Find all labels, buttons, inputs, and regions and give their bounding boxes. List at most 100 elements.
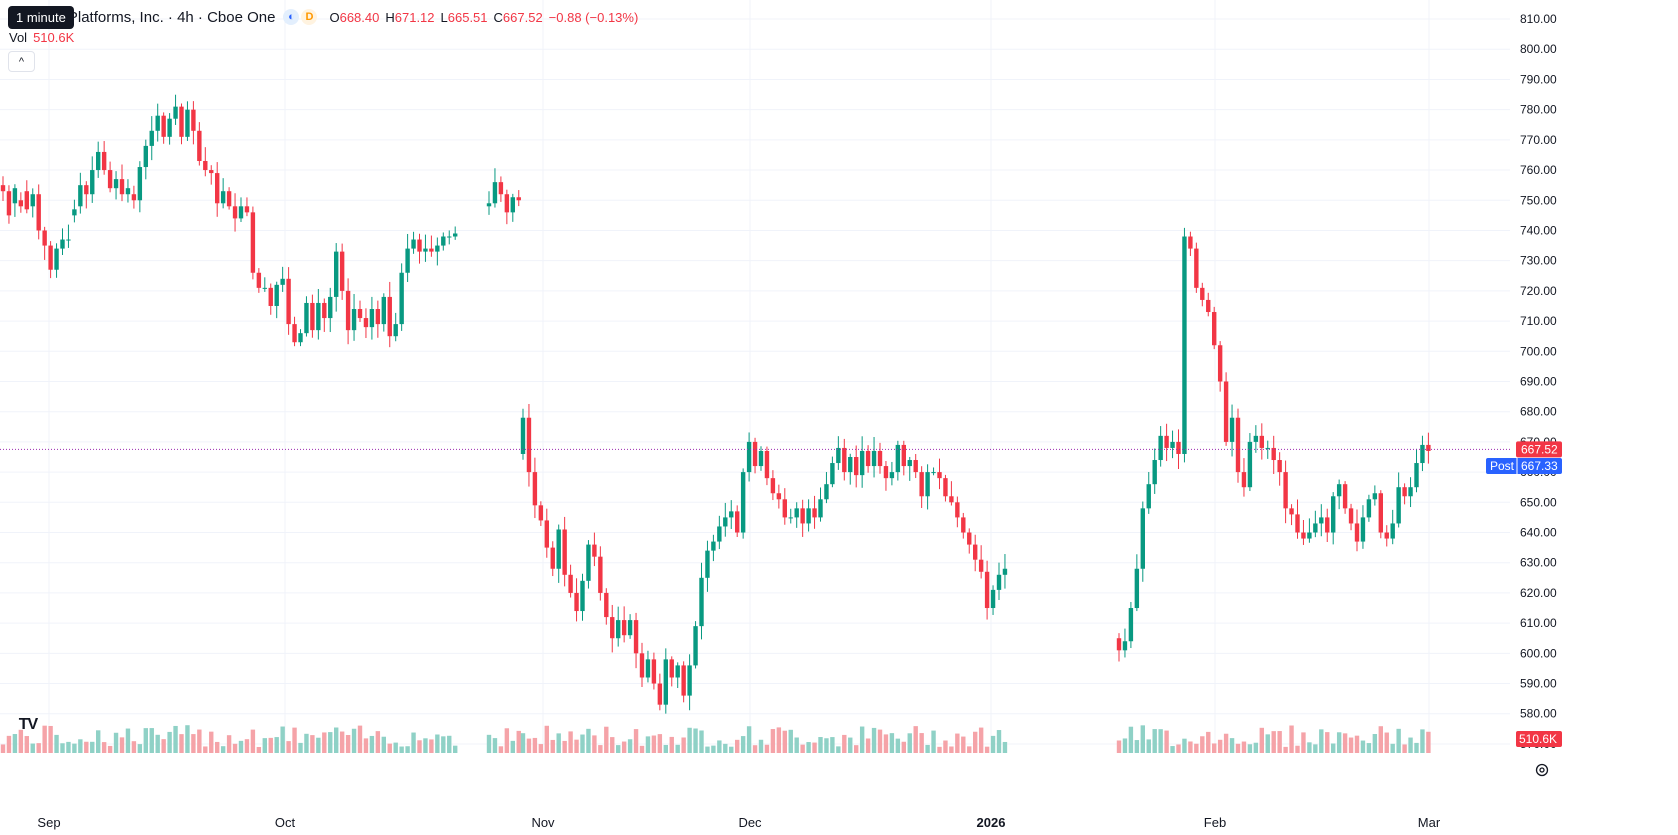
candle-body [788, 517, 793, 519]
settings-gear-icon[interactable] [1532, 760, 1552, 780]
volume-bar [1176, 744, 1181, 753]
volume-bar [717, 740, 722, 753]
volume-bar [131, 741, 137, 753]
candle-body [1152, 460, 1157, 485]
candle-body [113, 179, 119, 189]
volume-bar [1348, 737, 1354, 753]
moon-sun-icon[interactable]: ◐ [283, 9, 300, 25]
volume-bar [657, 734, 663, 753]
candle-body [498, 182, 504, 195]
price-tick-label: 580.00 [1520, 707, 1557, 721]
price-tick-label: 770.00 [1520, 133, 1557, 147]
candle-body [984, 571, 990, 609]
volume-bar [812, 742, 817, 753]
candle-body [836, 447, 841, 464]
time-tick-label: Nov [531, 815, 555, 830]
volume-bar [711, 745, 716, 753]
volume-bar [179, 734, 184, 753]
candle-body [310, 302, 315, 331]
candle-body [90, 170, 95, 195]
candle-body [6, 191, 12, 216]
price-tick-label: 760.00 [1520, 163, 1557, 177]
volume-bar [369, 735, 375, 753]
volume-bar [399, 746, 404, 753]
candle-body [429, 248, 434, 252]
volume-bar [1170, 746, 1175, 753]
volume-bar [687, 727, 692, 753]
candle-body [961, 517, 966, 533]
candle-body [66, 239, 71, 241]
candle-body [1402, 487, 1407, 497]
candle-body [1325, 517, 1330, 533]
volume-bar [859, 726, 865, 753]
candle-body [901, 444, 906, 467]
volume-bar [504, 728, 510, 753]
volume-bar [447, 735, 452, 753]
candle-body [1331, 496, 1336, 533]
candle-body [510, 197, 515, 213]
volume-bar [492, 738, 498, 753]
volume-bar [1182, 738, 1187, 753]
open-label: O [329, 9, 340, 25]
candle-body [871, 450, 877, 467]
volume-bar [280, 726, 285, 753]
candle-body [520, 417, 526, 454]
volume-bar [1426, 731, 1431, 753]
candle-body [1176, 441, 1181, 454]
candle-body [435, 245, 440, 252]
volume-bar [54, 734, 59, 753]
collapse-legend-button[interactable]: ^ [8, 51, 35, 72]
volume-bar [411, 732, 416, 753]
candle-body [1360, 517, 1366, 542]
volume-bar [345, 735, 351, 753]
volume-bar [1122, 738, 1128, 753]
volume-bar [806, 742, 811, 753]
candle-body [447, 236, 452, 238]
volume-bar [854, 745, 859, 753]
low-label: L [440, 9, 448, 25]
candle-body [699, 577, 704, 627]
volume-bar [304, 733, 309, 753]
tradingview-logo[interactable]: TV [18, 716, 38, 733]
volume-bar [1325, 732, 1330, 753]
candle-body [1348, 508, 1354, 524]
volume-bar [1331, 743, 1336, 753]
volume-bar [1194, 743, 1199, 753]
volume-bar [1212, 743, 1217, 753]
volume-legend[interactable]: Vol 510.6K [9, 30, 74, 45]
symbol-title[interactable]: Platforms, Inc. · 4h · Cboe One [67, 8, 276, 26]
candle-body [280, 278, 285, 285]
volume-bar [1271, 731, 1276, 753]
volume-bar [1134, 740, 1140, 753]
volume-bar [901, 741, 906, 753]
candle-body [1301, 532, 1306, 539]
volume-bar [1378, 726, 1383, 753]
volume-bar [740, 736, 746, 753]
candle-body [1253, 435, 1259, 442]
post-price-tag [1486, 457, 1562, 474]
volume-bar [616, 745, 621, 753]
volume-bar [669, 736, 674, 753]
volume-value: 510.6K [33, 30, 75, 45]
delay-badge[interactable]: D [301, 9, 318, 25]
volume-bar [1259, 727, 1264, 753]
candle-body [1182, 236, 1187, 454]
volume-bar [1342, 733, 1348, 753]
volume-bar [723, 743, 728, 753]
volume-bar [1354, 735, 1360, 753]
candle-body [107, 170, 113, 189]
candle-body [209, 170, 214, 174]
volume-bar [544, 725, 549, 753]
candle-body [1217, 345, 1223, 382]
volume-bar [173, 725, 178, 753]
volume-bar [830, 737, 835, 753]
candle-body [723, 517, 728, 527]
candle-body [1188, 236, 1193, 249]
volume-bar [752, 745, 758, 753]
candle-body [973, 544, 978, 560]
volume-bar [1002, 741, 1008, 753]
volume-bar [90, 741, 95, 753]
candle-body [48, 245, 53, 270]
volume-bar [984, 746, 990, 753]
